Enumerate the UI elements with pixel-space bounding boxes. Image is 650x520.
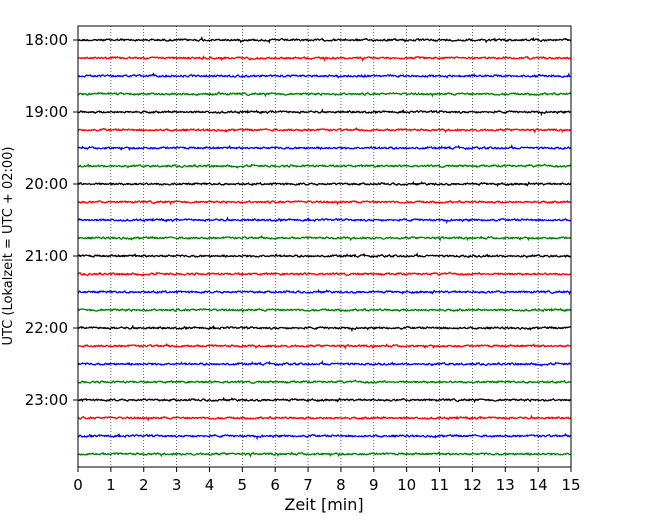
- y-tick-label: 18:00: [25, 31, 68, 49]
- x-tick-label: 6: [270, 476, 280, 494]
- trace-line: [77, 271, 572, 277]
- x-tick-label: 1: [106, 476, 116, 494]
- trace-line: [77, 127, 572, 134]
- x-tick-label: 11: [430, 476, 449, 494]
- y-axis-label: UTC (Lokalzeit = UTC + 02:00): [1, 147, 16, 346]
- trace-line: [77, 55, 572, 63]
- y-tick-label: 19:00: [25, 103, 68, 121]
- trace-line: [77, 396, 572, 404]
- x-tick-label: 2: [139, 476, 149, 494]
- trace-line: [77, 72, 572, 79]
- trace-line: [77, 324, 572, 333]
- trace-line: [77, 251, 572, 259]
- trace-line: [77, 180, 572, 188]
- x-tick-label: 4: [205, 476, 215, 494]
- y-tick-label: 21:00: [25, 247, 68, 265]
- trace-line: [77, 288, 572, 296]
- x-tick-label: 12: [463, 476, 482, 494]
- trace-line: [77, 307, 572, 314]
- trace-line: [77, 143, 572, 152]
- trace-line: [77, 200, 572, 206]
- x-axis-label: Zeit [min]: [284, 495, 363, 514]
- trace-line: [77, 433, 572, 441]
- x-tick-label: 10: [397, 476, 416, 494]
- trace-lines: [77, 35, 572, 458]
- y-axis-ticks: 18:00 19:00 20:00 21:00 22:00 23:00: [25, 31, 78, 409]
- trace-line: [77, 414, 572, 422]
- trace-line: [77, 91, 572, 98]
- x-tick-label: 9: [369, 476, 379, 494]
- trace-line: [77, 359, 572, 367]
- x-tick-label: 14: [529, 476, 548, 494]
- x-tick-label: 7: [303, 476, 313, 494]
- trace-line: [77, 216, 572, 225]
- x-tick-label: 0: [73, 476, 83, 494]
- x-tick-label: 15: [561, 476, 580, 494]
- x-tick-label: 8: [336, 476, 346, 494]
- trace-line: [77, 342, 572, 350]
- x-tick-label: 3: [172, 476, 182, 494]
- trace-line: [77, 450, 572, 458]
- trace-line: [77, 235, 572, 242]
- trace-line: [77, 108, 572, 117]
- trace-line: [77, 163, 572, 169]
- trace-line: [77, 379, 572, 385]
- x-tick-label: 13: [496, 476, 515, 494]
- y-tick-label: 22:00: [25, 319, 68, 337]
- trace-line: [77, 35, 572, 45]
- y-tick-label: 23:00: [25, 391, 68, 409]
- x-axis-ticks: 0 1 2 3 4 5 6 7 8 9 10 11 12 13 14 15: [73, 467, 581, 494]
- x-tick-label: 5: [238, 476, 248, 494]
- y-tick-label: 20:00: [25, 175, 68, 193]
- plot-frame: [77, 25, 572, 468]
